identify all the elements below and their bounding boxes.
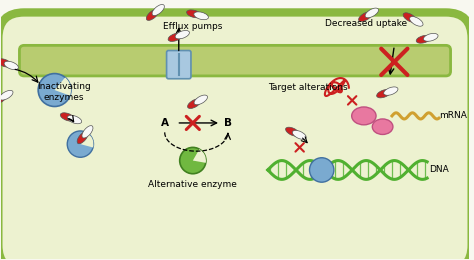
Ellipse shape: [4, 61, 18, 70]
Text: DNA: DNA: [429, 165, 449, 174]
Ellipse shape: [423, 34, 438, 41]
Ellipse shape: [77, 131, 88, 144]
Ellipse shape: [416, 35, 431, 43]
Circle shape: [67, 131, 93, 157]
Ellipse shape: [146, 9, 159, 20]
Text: Inactivating
enzymes: Inactivating enzymes: [37, 82, 91, 102]
Circle shape: [38, 74, 71, 107]
Ellipse shape: [352, 107, 376, 125]
Circle shape: [310, 158, 334, 182]
Ellipse shape: [359, 12, 372, 22]
Ellipse shape: [377, 89, 391, 98]
Text: B: B: [224, 118, 232, 128]
Wedge shape: [193, 149, 206, 163]
Ellipse shape: [410, 17, 423, 26]
FancyBboxPatch shape: [19, 45, 451, 76]
Ellipse shape: [0, 94, 7, 104]
Ellipse shape: [175, 30, 190, 39]
FancyBboxPatch shape: [166, 50, 191, 79]
Ellipse shape: [292, 130, 306, 139]
Circle shape: [180, 147, 206, 174]
Ellipse shape: [194, 95, 208, 105]
Text: A: A: [161, 118, 169, 128]
Text: Target alterations: Target alterations: [268, 83, 347, 92]
Text: Decreased uptake: Decreased uptake: [325, 19, 407, 28]
Ellipse shape: [60, 113, 74, 121]
Text: Efflux pumps: Efflux pumps: [163, 22, 222, 31]
Ellipse shape: [0, 59, 11, 67]
Ellipse shape: [187, 10, 201, 18]
Ellipse shape: [152, 4, 164, 16]
Text: mRNA: mRNA: [439, 111, 467, 120]
Ellipse shape: [0, 90, 13, 100]
Ellipse shape: [403, 13, 417, 22]
Ellipse shape: [168, 33, 182, 41]
Ellipse shape: [383, 87, 398, 95]
Wedge shape: [81, 133, 93, 147]
Ellipse shape: [285, 127, 300, 136]
Ellipse shape: [365, 8, 379, 18]
FancyBboxPatch shape: [0, 12, 472, 260]
Ellipse shape: [67, 115, 82, 124]
Ellipse shape: [188, 99, 201, 108]
Ellipse shape: [372, 119, 393, 134]
Ellipse shape: [82, 126, 93, 138]
Text: Alternative enzyme: Alternative enzyme: [148, 180, 237, 189]
Wedge shape: [55, 77, 71, 96]
Ellipse shape: [194, 12, 209, 20]
